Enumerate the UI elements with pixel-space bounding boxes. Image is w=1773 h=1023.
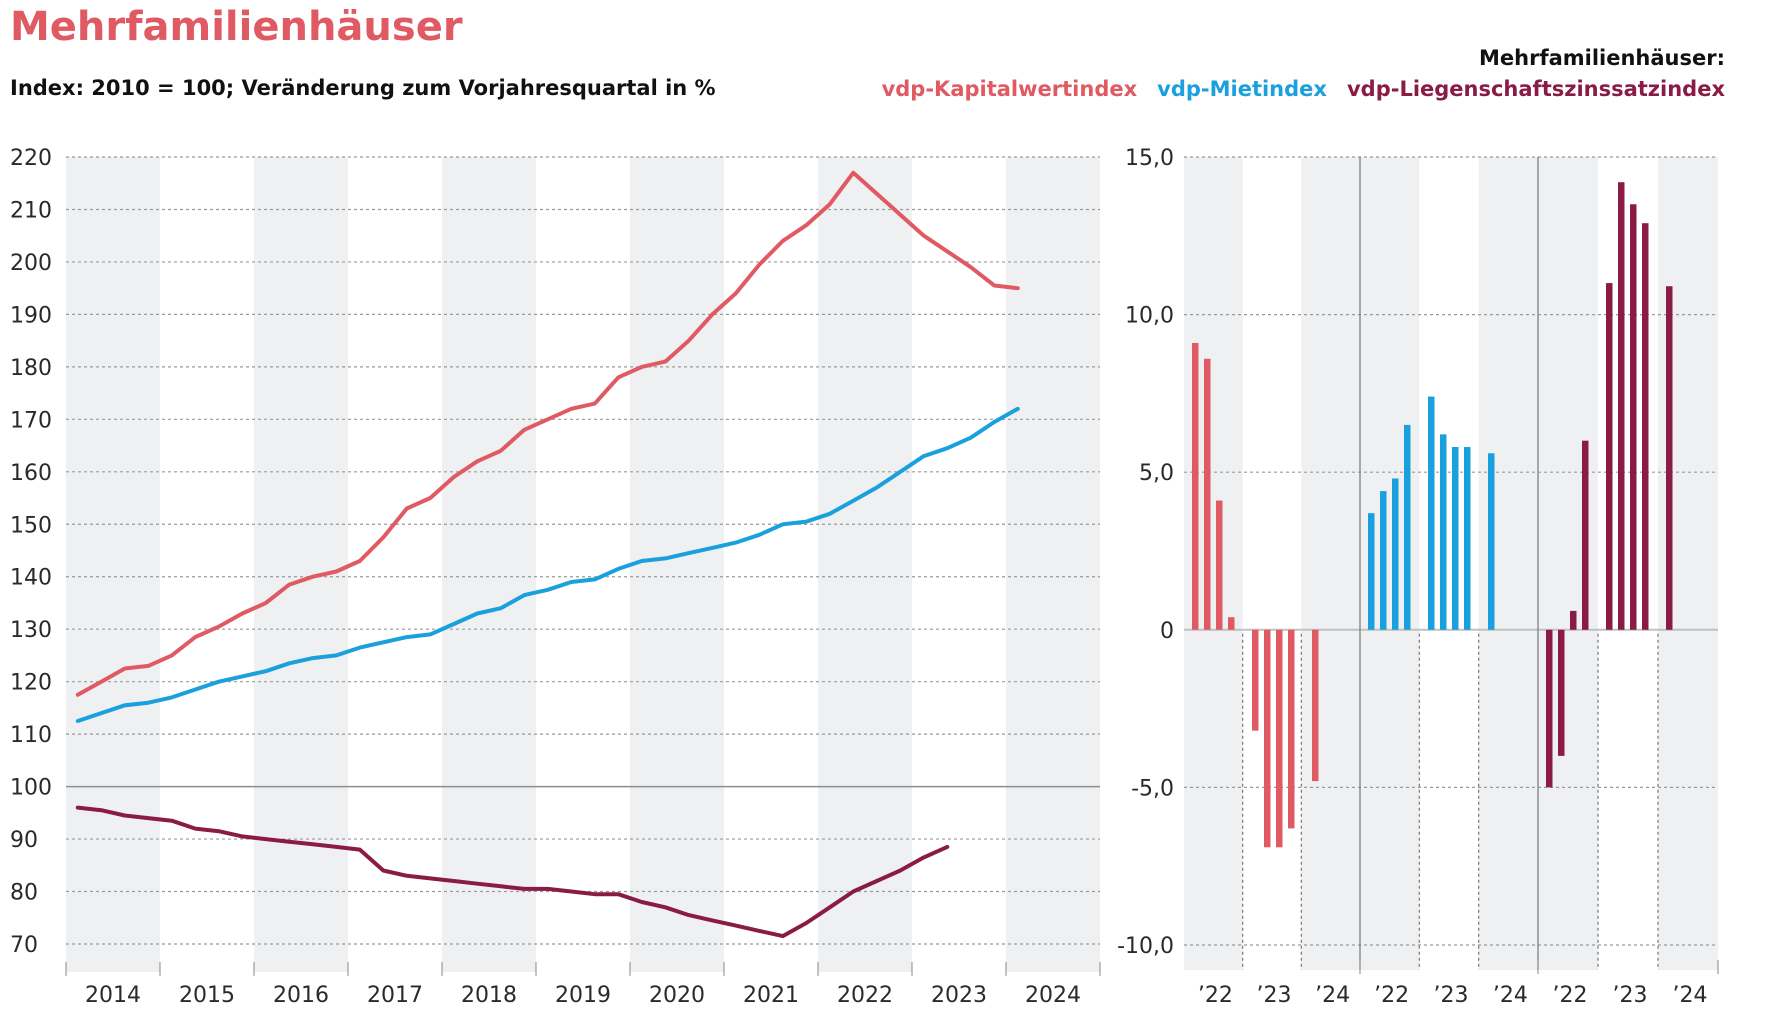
y-tick-label: 90 [10, 828, 38, 853]
x-tick-label: 2024 [1025, 983, 1081, 1008]
y-tick-label: 200 [10, 251, 52, 276]
bar [1606, 283, 1613, 630]
legend: vdp-Kapitalwertindex vdp-Mietindex vdp-L… [882, 77, 1725, 101]
bar [1368, 513, 1375, 630]
year-band [254, 157, 348, 972]
y-tick-label: 210 [10, 198, 52, 223]
y-tick-label: 100 [10, 776, 52, 801]
x-tick-label: ’22 [1374, 983, 1409, 1008]
bar [1288, 629, 1295, 829]
bar [1192, 342, 1199, 630]
year-band [66, 157, 160, 972]
x-tick-label: ’24 [1315, 983, 1350, 1008]
y-tick-label: 190 [10, 303, 52, 328]
y-tick-label: -10,0 [1117, 934, 1174, 959]
y-tick-label: 80 [10, 881, 38, 906]
bar [1452, 446, 1459, 630]
series-line [75, 406, 1020, 723]
x-tick-label: 2019 [555, 983, 611, 1008]
year-band [442, 157, 536, 972]
y-tick-label: 180 [10, 356, 52, 381]
y-tick-label: 10,0 [1125, 304, 1174, 329]
bar [1630, 204, 1637, 630]
bar [1546, 629, 1553, 788]
bar [1312, 629, 1319, 782]
year-band [1538, 157, 1598, 970]
y-tick-label: 150 [10, 513, 52, 538]
y-tick-label: 110 [10, 723, 52, 748]
x-tick-label: 2016 [273, 983, 329, 1008]
bar [1464, 446, 1471, 630]
index-line-chart: 220 210 200 190 180 170 160 150 140 130 120 110 100 9… [10, 146, 1101, 1008]
bar [1392, 478, 1399, 630]
y-tick-label: 0 [1160, 619, 1174, 644]
x-tick-label: 2022 [837, 983, 893, 1008]
x-tick-label: ’22 [1553, 983, 1588, 1008]
x-tick-label: 2023 [931, 983, 987, 1008]
bar [1642, 223, 1649, 630]
bar [1558, 629, 1565, 756]
bar [1428, 396, 1435, 630]
bar [1618, 182, 1625, 630]
legend-item-kapitalwert: vdp-Kapitalwertindex [881, 77, 1138, 101]
bar [1228, 617, 1235, 630]
x-tick-label: 2015 [179, 983, 235, 1008]
y-tick-label: -5,0 [1131, 776, 1174, 801]
bar [1276, 629, 1283, 848]
change-bar-chart: 15,0 10,0 5,0 0 -5,0 -10,0 ’22 ’23 ’24 ’22 ’23 ’24 ’… [1117, 146, 1719, 1008]
y-tick-label: 130 [10, 618, 52, 643]
bar [1666, 286, 1673, 630]
y-tick-label: 15,0 [1125, 146, 1174, 171]
bar [1582, 440, 1589, 630]
bar [1488, 453, 1495, 630]
x-tick-label: 2021 [743, 983, 799, 1008]
y-tick-label: 140 [10, 566, 52, 591]
x-tick-label: ’23 [1434, 983, 1469, 1008]
x-tick-label: ’24 [1673, 983, 1708, 1008]
y-tick-label: 160 [10, 461, 52, 486]
bar [1570, 610, 1577, 630]
legend-item-liegenschaftszins: vdp-Liegenschaftszinssatzindex [1346, 77, 1725, 101]
bar [1264, 629, 1271, 848]
year-band [818, 157, 912, 972]
bar [1252, 629, 1259, 731]
x-tick-label: 2017 [367, 983, 423, 1008]
x-tick-label: 2014 [85, 983, 141, 1008]
chart-title: Mehrfamilienhäuser [10, 4, 463, 50]
legend-item-miet: vdp-Mietindex [1157, 77, 1327, 101]
bar [1404, 424, 1411, 630]
y-tick-label: 220 [10, 146, 52, 171]
series-line [75, 805, 950, 939]
x-tick-label: ’22 [1198, 983, 1233, 1008]
x-tick-label: ’24 [1493, 983, 1528, 1008]
year-band [1478, 157, 1538, 970]
legend-heading: Mehrfamilienhäuser: [1479, 46, 1725, 70]
y-tick-label: 70 [10, 933, 38, 958]
y-tick-label: 120 [10, 671, 52, 696]
x-tick-label: ’23 [1257, 983, 1292, 1008]
year-band [1006, 157, 1100, 972]
year-band [630, 157, 724, 972]
y-tick-label: 5,0 [1139, 461, 1174, 486]
x-tick-label: 2020 [649, 983, 705, 1008]
bar [1380, 491, 1387, 630]
chart-subtitle: Index: 2010 = 100; Veränderung zum Vorja… [10, 76, 716, 100]
bar [1204, 358, 1211, 630]
year-band [1301, 157, 1360, 970]
y-tick-label: 170 [10, 408, 52, 433]
x-tick-label: ’23 [1613, 983, 1648, 1008]
bar [1440, 434, 1447, 630]
series-line [75, 170, 1020, 697]
bar [1216, 500, 1223, 630]
x-tick-label: 2018 [461, 983, 517, 1008]
